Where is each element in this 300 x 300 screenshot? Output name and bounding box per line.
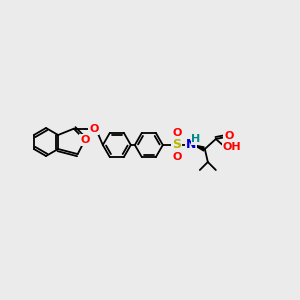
Text: O: O xyxy=(224,131,233,141)
Text: O: O xyxy=(80,135,90,145)
Text: O: O xyxy=(89,124,98,134)
Text: N: N xyxy=(186,139,196,152)
Polygon shape xyxy=(194,145,204,151)
Text: OH: OH xyxy=(223,142,241,152)
Text: H: H xyxy=(191,134,200,144)
Text: O: O xyxy=(172,152,182,162)
Text: S: S xyxy=(172,139,181,152)
Text: O: O xyxy=(172,128,182,138)
